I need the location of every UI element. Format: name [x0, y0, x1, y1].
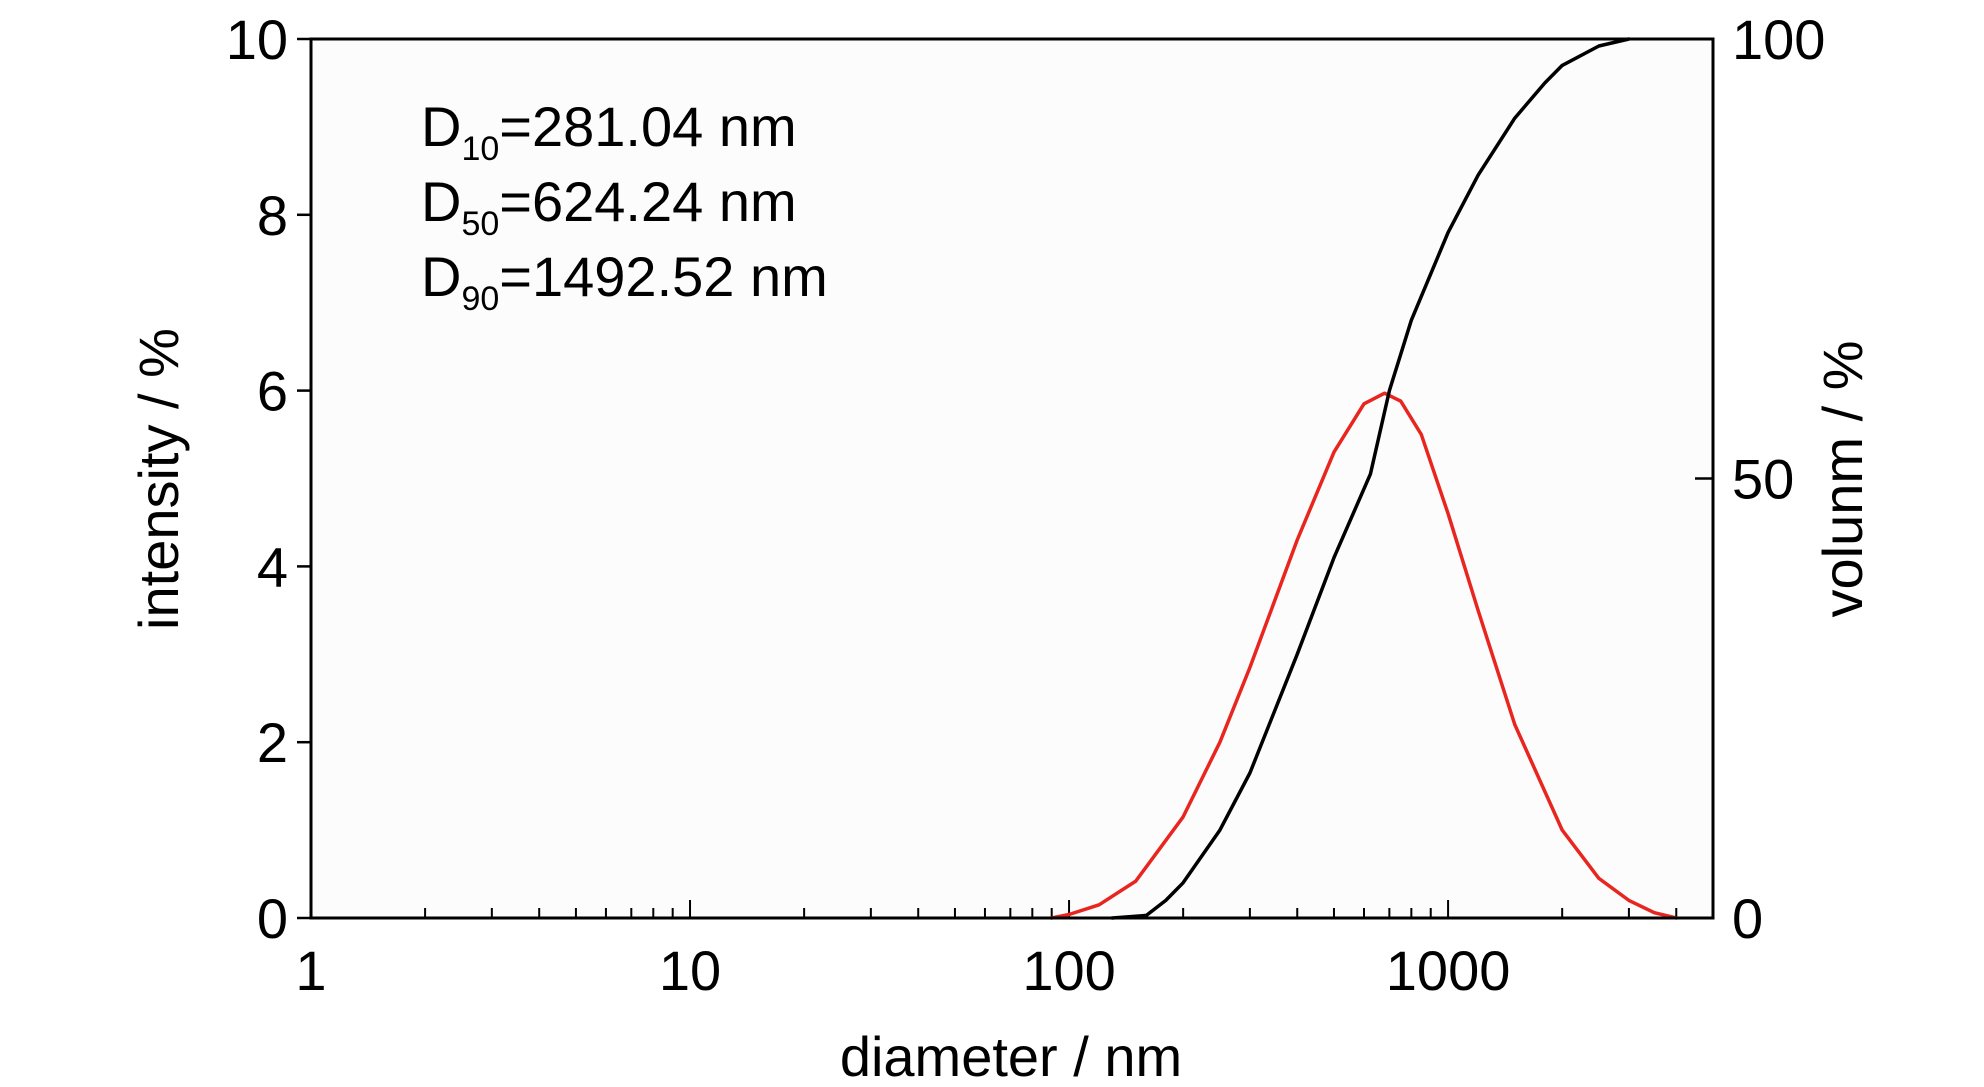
x-tick-label: 1000: [1386, 939, 1511, 1002]
y-axis-title: intensity / %: [127, 328, 190, 630]
cumulative-volume-line: [1110, 37, 1631, 920]
annotation-d90: D90=1492.52 nm: [421, 245, 828, 318]
y-tick-label: 2: [257, 711, 288, 774]
annotation-d10: D10=281.04 nm: [421, 95, 797, 168]
y-tick-label: 0: [257, 887, 288, 950]
y-tick-label: 8: [257, 184, 288, 247]
size-annotations: D10=281.04 nm D50=624.24 nm D90=1492.52 …: [421, 95, 828, 318]
y2-tick-label: 0: [1732, 887, 1763, 950]
annotation-d50: D50=624.24 nm: [421, 170, 797, 243]
y-axis-ticks: 0 2 4 6 8 10: [226, 8, 311, 950]
x-axis-ticks: 1 10 100 1000: [295, 900, 1714, 1002]
y2-tick-label: 50: [1732, 448, 1794, 511]
y2-axis-title: volunm / %: [1811, 341, 1874, 618]
y-tick-label: 4: [257, 535, 288, 598]
intensity-distribution-line: [1049, 391, 1679, 920]
x-axis-title: diameter / nm: [840, 1025, 1182, 1087]
series-group: [1049, 37, 1679, 920]
y-tick-label: 6: [257, 360, 288, 423]
plot-area: [311, 39, 1713, 918]
y-tick-label: 10: [226, 8, 288, 71]
x-tick-label: 1: [295, 939, 326, 1002]
x-tick-label: 100: [1022, 939, 1115, 1002]
x-tick-label: 10: [659, 939, 721, 1002]
y2-tick-label: 100: [1732, 8, 1825, 71]
plot-frame: [309, 37, 1715, 920]
